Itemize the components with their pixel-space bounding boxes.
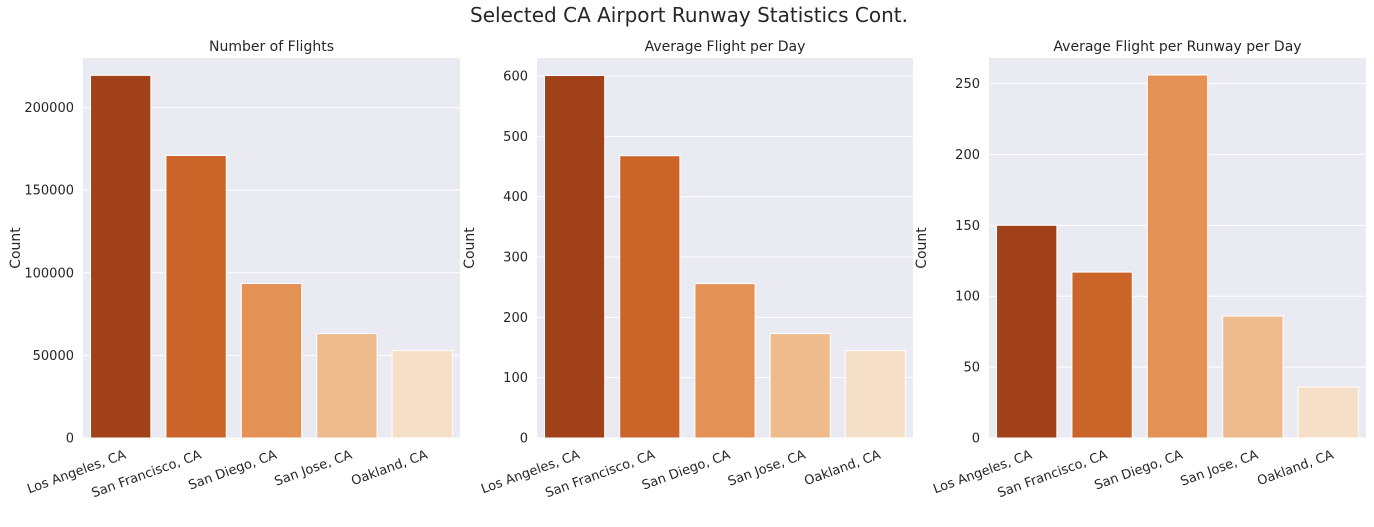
y-tick-label: 500	[503, 130, 528, 145]
y-tick-label: 0	[972, 432, 980, 447]
bar-2	[165, 154, 227, 439]
y-tick-label: 0	[520, 432, 528, 447]
y-tick-label: 100	[955, 290, 980, 305]
bar-5	[844, 350, 906, 439]
y-tick-label: 50000	[33, 349, 74, 364]
y-tick-label: 300	[503, 251, 528, 266]
chart-title: Average Flight per Day	[645, 39, 806, 55]
y-tick-label: 50	[963, 361, 980, 376]
y-tick-label: 200	[503, 311, 528, 326]
bar-2	[619, 155, 681, 439]
y-tick-label: 100000	[24, 266, 74, 281]
bar-1	[996, 224, 1058, 439]
bar-2	[1071, 271, 1133, 439]
bar-4	[1222, 315, 1284, 439]
y-tick-label: 150	[955, 219, 980, 234]
y-axis-label: Count	[8, 227, 24, 269]
bar-3	[1146, 74, 1209, 439]
y-axis-label: Count	[462, 227, 478, 269]
x-tick-label: San Jose, CA	[726, 448, 808, 490]
figure-suptitle: Selected CA Airport Runway Statistics Co…	[470, 3, 908, 27]
bar-1	[544, 74, 606, 439]
y-tick-label: 150000	[24, 184, 74, 199]
chart-title: Average Flight per Runway per Day	[1053, 39, 1301, 55]
y-tick-label: 200000	[24, 101, 74, 116]
y-tick-label: 0	[66, 432, 74, 447]
x-tick-label: Oakland, CA	[1255, 448, 1335, 490]
bar-4	[316, 333, 378, 439]
x-tick-label: Oakland, CA	[349, 448, 429, 490]
bar-5	[391, 349, 453, 439]
y-axis-label: Count	[914, 227, 930, 269]
y-tick-label: 600	[503, 70, 528, 85]
bar-5	[1297, 386, 1359, 439]
bar-3	[694, 283, 756, 439]
y-tick-label: 400	[503, 190, 528, 205]
bar-1	[90, 74, 152, 439]
bar-4	[769, 333, 831, 439]
y-tick-label: 200	[955, 148, 980, 163]
y-tick-label: 100	[503, 371, 528, 386]
y-tick-label: 250	[955, 77, 980, 92]
bar-3	[240, 283, 303, 439]
x-tick-label: San Jose, CA	[1179, 448, 1261, 490]
x-tick-label: San Jose, CA	[273, 448, 355, 490]
chart-title: Number of Flights	[209, 39, 334, 55]
x-tick-label: Oakland, CA	[802, 448, 882, 490]
